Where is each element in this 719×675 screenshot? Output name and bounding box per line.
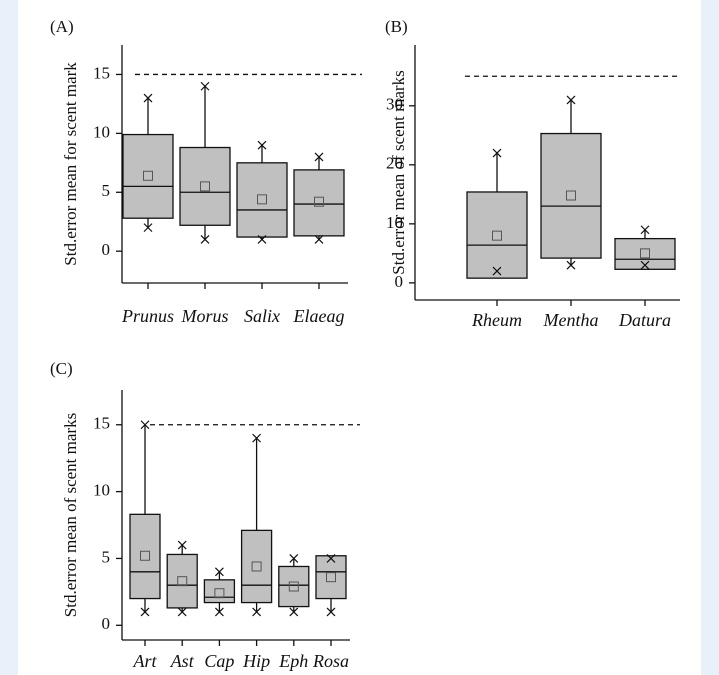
mean-marker bbox=[640, 248, 650, 259]
box bbox=[240, 529, 273, 604]
x-tick-label: Eph bbox=[278, 651, 308, 671]
mean-marker bbox=[177, 576, 188, 587]
min-marker bbox=[177, 607, 187, 617]
mean-marker bbox=[140, 550, 150, 561]
x-tick-label: Elaeag bbox=[293, 306, 345, 326]
max-marker bbox=[326, 554, 336, 563]
min-marker bbox=[289, 607, 299, 617]
y-tick-label: 0 bbox=[102, 614, 111, 633]
mean-marker bbox=[200, 181, 210, 192]
box bbox=[614, 237, 676, 270]
min-marker bbox=[214, 607, 224, 617]
mean-marker bbox=[288, 581, 299, 592]
box bbox=[122, 133, 174, 219]
y-tick-label: 5 bbox=[102, 181, 111, 200]
figure-background bbox=[18, 0, 701, 675]
mean-marker bbox=[326, 572, 336, 583]
box bbox=[129, 513, 161, 600]
min-marker bbox=[640, 260, 650, 270]
max-marker bbox=[640, 225, 650, 235]
y-axis-label: Std.error mean for scent mark bbox=[61, 62, 80, 266]
max-marker bbox=[566, 95, 576, 105]
x-tick-label: Salix bbox=[244, 306, 280, 326]
min-marker bbox=[566, 260, 576, 270]
y-tick-label: 5 bbox=[102, 547, 111, 566]
panel-label: (B) bbox=[385, 17, 408, 36]
box bbox=[166, 553, 198, 609]
max-marker bbox=[143, 93, 153, 103]
x-tick-label: Rheum bbox=[471, 310, 522, 330]
box bbox=[278, 565, 310, 608]
mean-marker bbox=[214, 588, 225, 599]
panel-label: (A) bbox=[50, 17, 74, 36]
min-marker bbox=[200, 234, 210, 244]
x-tick-label: Mentha bbox=[543, 310, 599, 330]
max-marker bbox=[214, 567, 224, 577]
mean-marker bbox=[492, 230, 502, 241]
y-tick-label: 15 bbox=[93, 63, 110, 82]
mean-marker bbox=[314, 196, 324, 207]
x-tick-label: Morus bbox=[180, 306, 228, 326]
y-tick-label: 30 bbox=[386, 95, 403, 114]
min-marker bbox=[257, 234, 267, 244]
y-tick-label: 20 bbox=[386, 154, 403, 173]
x-tick-label: Datura bbox=[618, 310, 671, 330]
max-marker bbox=[289, 554, 299, 563]
x-tick-label: Prunus bbox=[121, 306, 174, 326]
x-tick-label: Rosa bbox=[312, 651, 349, 671]
y-tick-label: 10 bbox=[93, 481, 110, 500]
x-tick-label: Hip bbox=[242, 651, 270, 671]
x-tick-label: Ast bbox=[170, 651, 195, 671]
box bbox=[203, 579, 236, 604]
min-marker bbox=[492, 266, 502, 276]
y-tick-label: 10 bbox=[386, 213, 403, 232]
max-marker bbox=[177, 540, 187, 550]
mean-marker bbox=[251, 561, 262, 572]
min-marker bbox=[252, 607, 262, 617]
box bbox=[179, 146, 231, 226]
max-marker bbox=[140, 420, 150, 430]
y-axis-label: Std.error mean of scent marks bbox=[389, 70, 408, 274]
mean-marker bbox=[143, 170, 153, 181]
min-marker bbox=[143, 223, 153, 233]
y-tick-label: 10 bbox=[93, 122, 110, 141]
min-marker bbox=[314, 234, 324, 244]
max-marker bbox=[492, 148, 502, 158]
mean-marker bbox=[566, 190, 576, 201]
box bbox=[540, 132, 602, 259]
y-tick-label: 15 bbox=[93, 414, 110, 433]
min-marker bbox=[140, 607, 150, 617]
box bbox=[466, 191, 528, 279]
y-axis-label: Std.error mean of scent marks bbox=[61, 413, 80, 617]
max-marker bbox=[252, 433, 262, 443]
box bbox=[293, 169, 345, 237]
y-tick-label: 0 bbox=[395, 272, 404, 291]
max-marker bbox=[200, 81, 210, 91]
panel-label: (C) bbox=[50, 359, 73, 378]
min-marker bbox=[326, 607, 336, 617]
max-marker bbox=[257, 140, 267, 150]
box bbox=[236, 162, 288, 238]
x-tick-label: Art bbox=[132, 651, 157, 671]
y-tick-label: 0 bbox=[102, 240, 111, 259]
mean-marker bbox=[257, 194, 267, 205]
max-marker bbox=[314, 152, 324, 162]
x-tick-label: Cap bbox=[204, 651, 234, 671]
box bbox=[315, 555, 347, 600]
